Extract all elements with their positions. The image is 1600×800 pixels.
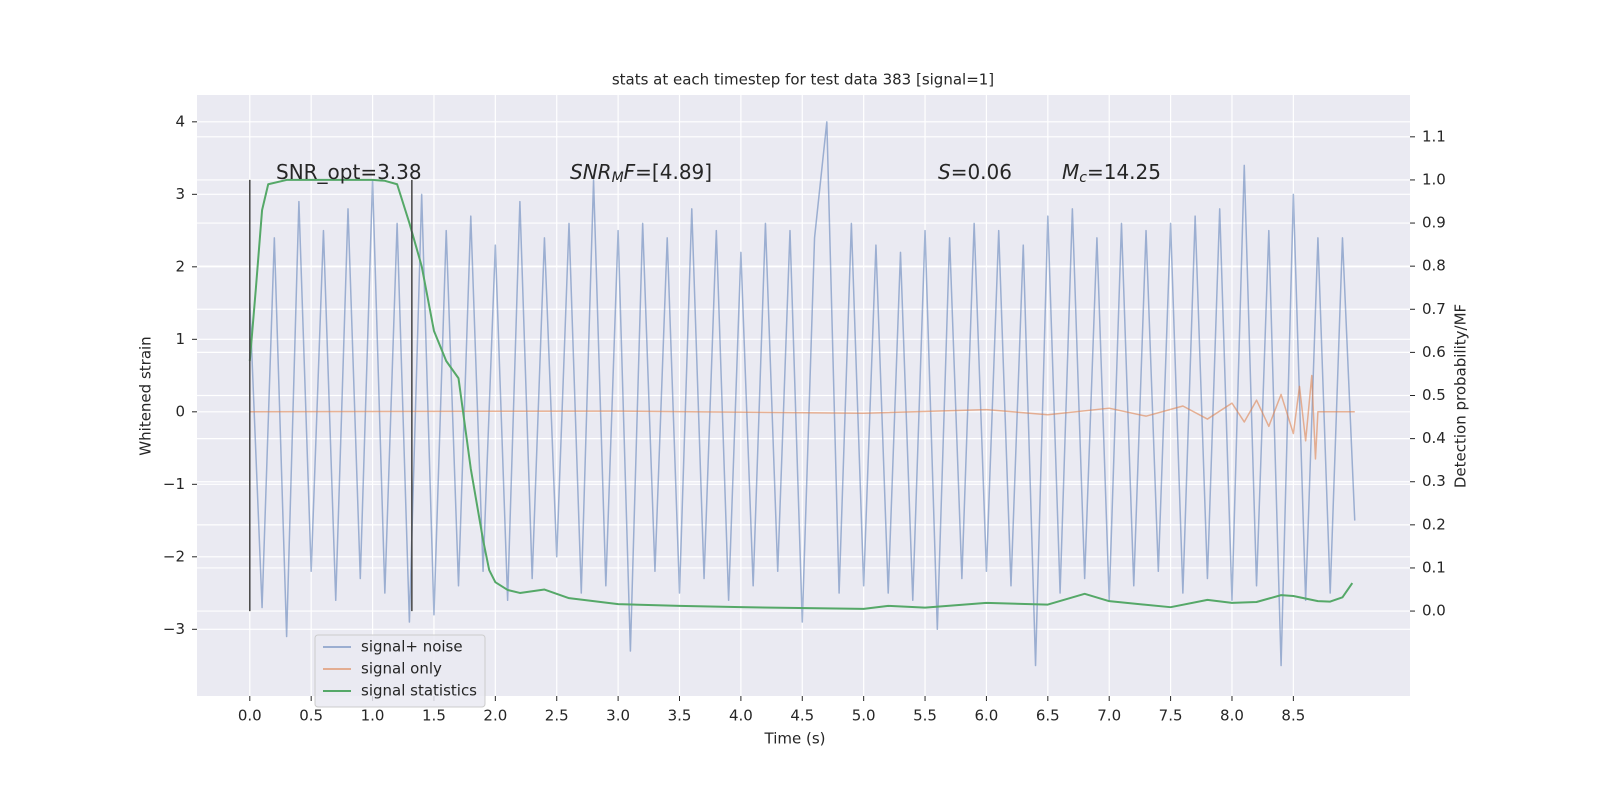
x-tick-label: 6.0 — [975, 707, 999, 725]
annotation-part: S — [938, 160, 951, 184]
annotation: S=0.06 — [938, 160, 1012, 184]
y2-tick-label: 0.8 — [1422, 257, 1446, 275]
x-tick-label: 4.0 — [729, 707, 753, 725]
y-tick-label: 2 — [175, 257, 185, 275]
annotation-part: =[4.89] — [635, 160, 712, 184]
x-tick-label: 0.5 — [299, 707, 323, 725]
x-tick-label: 1.5 — [422, 707, 446, 725]
y2-tick-label: 0.6 — [1422, 343, 1446, 361]
legend-label: signal statistics — [361, 682, 477, 700]
legend-box — [314, 634, 486, 708]
series-line — [248, 178, 1354, 610]
annotation: Mc=14.25 — [1062, 160, 1161, 187]
x-tick-label: 5.0 — [852, 707, 876, 725]
annotation-part: =14.25 — [1087, 160, 1161, 184]
y2-tick-label: 0.0 — [1422, 602, 1446, 620]
y2-tick-label: 1.1 — [1422, 127, 1446, 145]
series-line — [249, 121, 1356, 667]
x-tick-label: 3.0 — [606, 707, 630, 725]
y2-axis-label: Detection probability/MF — [1452, 304, 1470, 488]
y-tick-label: −1 — [163, 475, 185, 493]
y-tick-label: 0 — [175, 402, 185, 420]
y2-tick-label: 0.7 — [1422, 300, 1446, 318]
y2-tick-label: 0.3 — [1422, 472, 1446, 490]
annotation-part: =0.06 — [951, 160, 1012, 184]
annotation: SNR_opt=3.38 — [276, 160, 422, 184]
y-tick-label: 3 — [175, 185, 185, 203]
annotation-part: c — [1079, 170, 1087, 186]
x-tick-label: 8.5 — [1281, 707, 1305, 725]
x-tick-label: 7.5 — [1159, 707, 1183, 725]
y-tick-label: −2 — [163, 547, 185, 565]
x-tick-label: 1.0 — [361, 707, 385, 725]
x-tick-label: 2.0 — [483, 707, 507, 725]
y-tick-label: 1 — [175, 330, 185, 348]
annotation: SNRMF=[4.89] — [570, 160, 712, 187]
legend-label: signal+ noise — [361, 638, 463, 656]
x-tick-label: 7.0 — [1097, 707, 1121, 725]
y2-tick-label: 0.2 — [1422, 515, 1446, 533]
x-tick-label: 0.0 — [238, 707, 262, 725]
y2-tick-label: 0.4 — [1422, 429, 1446, 447]
annotation-part: M — [612, 170, 624, 186]
chart-title: stats at each timestep for test data 383… — [612, 71, 994, 89]
annotation-part: SNR — [570, 160, 612, 184]
x-tick-label: 4.5 — [790, 707, 814, 725]
y2-tick-label: 1.0 — [1422, 170, 1446, 188]
y-axis-label: Whitened strain — [137, 336, 155, 455]
y2-tick-label: 0.5 — [1422, 386, 1446, 404]
legend-label: signal only — [361, 660, 442, 678]
x-tick-label: 6.5 — [1036, 707, 1060, 725]
annotation-part: M — [1062, 160, 1079, 184]
x-tick-label: 5.5 — [913, 707, 937, 725]
annotation-part: F — [624, 160, 636, 184]
y-tick-label: 4 — [175, 112, 185, 130]
series-line — [249, 374, 1355, 460]
x-axis-label: Time (s) — [764, 730, 826, 748]
x-tick-label: 2.5 — [545, 707, 569, 725]
y2-tick-label: 0.9 — [1422, 214, 1446, 232]
y-tick-label: −3 — [163, 620, 185, 638]
x-tick-label: 8.0 — [1220, 707, 1244, 725]
x-tick-label: 3.5 — [668, 707, 692, 725]
y2-tick-label: 0.1 — [1422, 558, 1446, 576]
annotation-part: SNR_opt=3.38 — [276, 160, 422, 184]
